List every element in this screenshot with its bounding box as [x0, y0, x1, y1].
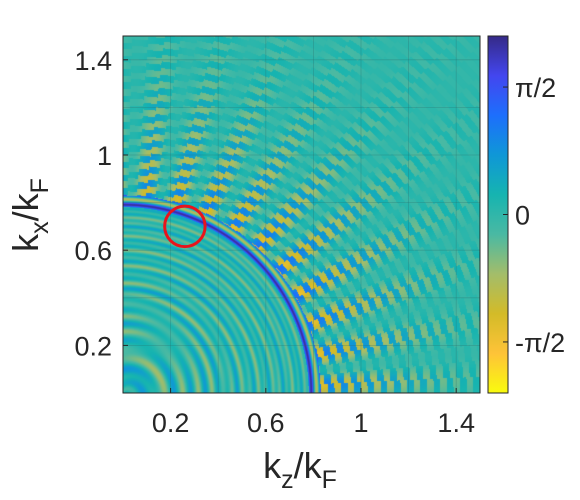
x-tick-label: 1 [353, 408, 368, 438]
y-tick-label: 1.4 [74, 46, 112, 76]
y-tick-label: 1 [97, 141, 112, 171]
grid [123, 36, 480, 393]
x-tick-label: 1.4 [437, 408, 475, 438]
highlight-circle [163, 204, 207, 249]
y-tick-label: 0.6 [74, 236, 112, 266]
y-axis-label: kx/kF [5, 178, 54, 252]
colorbar-tick-label: π/2 [515, 73, 556, 103]
heatmap-image [123, 36, 480, 393]
x-axis-label: kz/kF [263, 445, 337, 494]
x-tick-label: 0.2 [152, 408, 190, 438]
colorbar-tick-label: -π/2 [515, 328, 565, 358]
colorbar-tick-label: 0 [515, 201, 530, 231]
y-axis-ticks: 0.2 0.6 1 1.4 [74, 46, 128, 361]
x-tick-label: 0.6 [247, 408, 285, 438]
plot-frame [122, 35, 481, 394]
colorbar: π/2 0 -π/2 [487, 35, 565, 394]
x-axis-ticks: 0.2 0.6 1 1.4 [152, 388, 475, 438]
colorbar-ticks: π/2 0 -π/2 [503, 73, 565, 358]
heatmap-area [123, 36, 480, 393]
y-tick-label: 0.2 [74, 331, 112, 361]
